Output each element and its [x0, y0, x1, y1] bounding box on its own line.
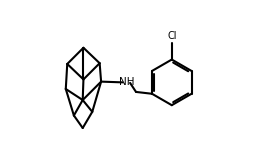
Text: Cl: Cl [167, 32, 176, 41]
Text: NH: NH [119, 77, 135, 87]
